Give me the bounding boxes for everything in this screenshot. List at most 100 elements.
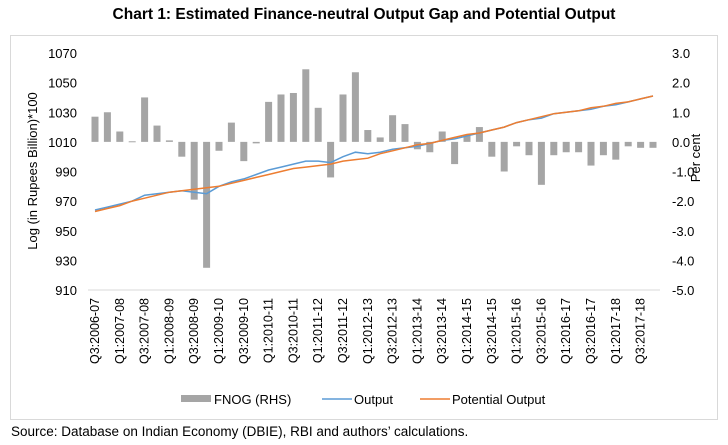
right-tick-label: -3.0	[672, 224, 694, 239]
fnog-bar	[599, 141, 607, 156]
x-tick-label: Q3:2014-15	[485, 298, 499, 364]
fnog-bar	[165, 140, 173, 142]
fnog-bar	[178, 141, 186, 157]
fnog-bar	[252, 141, 260, 144]
left-axis-label: Log (in Rupees Billion)*100	[25, 92, 40, 250]
fnog-bar	[475, 127, 483, 142]
fnog-bar	[190, 141, 198, 200]
x-tick-label: Q1:2009-10	[212, 298, 226, 364]
x-tick-label: Q3:2008-09	[187, 298, 201, 364]
fnog-bar	[649, 141, 657, 148]
fnog-bar	[265, 101, 273, 142]
fnog-bar	[91, 116, 99, 142]
x-tick-label: Q3:2012-13	[386, 298, 400, 364]
fnog-bar	[376, 137, 384, 142]
x-tick-label: Q1:2010-11	[262, 298, 276, 363]
x-tick-label: Q3:2013-14	[435, 298, 449, 364]
fnog-bar	[128, 141, 136, 143]
x-tick-label: Q3:2011-12	[336, 298, 350, 363]
fnog-bar	[575, 141, 583, 153]
fnog-bar	[401, 124, 409, 142]
left-tick-label: 910	[55, 283, 77, 298]
right-tick-label: -2.0	[672, 194, 694, 209]
legend-label-fnog: FNOG (RHS)	[214, 392, 291, 407]
x-tick-label: Q3:2007-08	[138, 298, 152, 364]
chart: 910 930 950 970 990 1010 1030 1050 1070 -5.0 -4.0…	[25, 46, 703, 407]
fnog-bar	[537, 141, 545, 185]
fnog-bar	[612, 141, 620, 160]
fnog-bar	[438, 131, 446, 142]
x-tick-label: Q1:2011-12	[311, 298, 325, 363]
fnog-bars	[91, 69, 657, 268]
fnog-bar	[203, 141, 211, 268]
fnog-bar	[550, 141, 558, 156]
right-tick-label: 1.0	[672, 105, 690, 120]
fnog-bar	[351, 72, 359, 142]
right-tick-label: -4.0	[672, 253, 694, 268]
fnog-bar	[141, 97, 149, 142]
right-axis-label: Per cent	[688, 133, 703, 182]
fnog-bar	[500, 141, 508, 172]
fnog-bar	[587, 141, 595, 166]
left-tick-label: 1070	[48, 46, 77, 61]
x-tick-label: Q3:2015-16	[534, 298, 548, 364]
fnog-bar	[364, 130, 372, 142]
x-tick-label: Q1:2013-14	[410, 298, 424, 364]
x-tick-label: Q1:2012-13	[361, 298, 375, 364]
fnog-bar	[463, 134, 471, 142]
x-tick-label: Q1:2017-18	[609, 298, 623, 364]
fnog-bar	[525, 141, 533, 156]
fnog-bar	[240, 141, 248, 162]
fnog-bar	[289, 92, 297, 142]
left-tick-label: 990	[55, 165, 77, 180]
legend-label-potential: Potential Output	[452, 392, 546, 407]
fnog-bar	[451, 141, 459, 165]
left-tick-label: 1030	[48, 105, 77, 120]
right-tick-label: 3.0	[672, 46, 690, 61]
right-tick-label: 2.0	[672, 76, 690, 91]
fnog-bar	[624, 141, 632, 147]
x-tick-label: Q1:2014-15	[460, 298, 474, 364]
fnog-bar	[277, 94, 285, 142]
left-tick-label: 1010	[48, 135, 77, 150]
left-axis-ticks: 910 930 950 970 990 1010 1030 1050 1070	[48, 46, 77, 298]
x-tick-label: Q1:2008-09	[162, 298, 176, 364]
legend-label-output: Output	[354, 392, 393, 407]
legend: FNOG (RHS) Output Potential Output	[181, 392, 546, 407]
fnog-bar	[215, 141, 223, 151]
right-tick-label: 0.0	[672, 135, 690, 150]
right-tick-label: -5.0	[672, 283, 694, 298]
left-tick-label: 950	[55, 224, 77, 239]
chart-title: Chart 1: Estimated Finance-neutral Outpu…	[112, 6, 616, 23]
left-tick-label: 930	[55, 253, 77, 268]
x-axis-ticks: Q3:2006-07 Q1:2007-08 Q3:2007-08 Q1:2008-09…	[88, 298, 648, 364]
fnog-bar	[116, 131, 124, 142]
fnog-bar	[103, 112, 111, 142]
fnog-bar	[327, 141, 335, 178]
fnog-bar	[339, 94, 347, 142]
left-tick-label: 1050	[48, 76, 77, 91]
x-tick-label: Q1:2007-08	[113, 298, 127, 364]
potential-output-line	[94, 95, 654, 213]
fnog-bar	[153, 125, 161, 142]
source-note: Source: Database on Indian Economy (DBIE…	[11, 424, 469, 439]
fnog-bar	[302, 69, 310, 142]
fnog-bar	[426, 141, 434, 153]
fnog-bar	[562, 141, 570, 153]
fnog-bar	[389, 115, 397, 142]
right-axis-ticks: -5.0 -4.0 -3.0 -2.0 -1.0 0.0 1.0 2.0 3.0	[672, 46, 694, 298]
legend-swatch-fnog	[181, 395, 211, 402]
right-tick-label: -1.0	[672, 165, 694, 180]
lines	[94, 95, 654, 213]
fnog-bar	[637, 141, 645, 148]
x-tick-label: Q3:2010-11	[286, 298, 300, 363]
fnog-bar	[513, 141, 521, 147]
fnog-bar	[488, 141, 496, 157]
chart-frame	[10, 35, 718, 420]
x-tick-label: Q3:2006-07	[88, 298, 102, 364]
x-tick-label: Q1:2015-16	[510, 298, 524, 364]
x-tick-label: Q3:2017-18	[634, 298, 648, 364]
x-tick-label: Q3:2009-10	[237, 298, 251, 364]
left-tick-label: 970	[55, 194, 77, 209]
x-tick-label: Q3:2016-17	[584, 298, 598, 364]
